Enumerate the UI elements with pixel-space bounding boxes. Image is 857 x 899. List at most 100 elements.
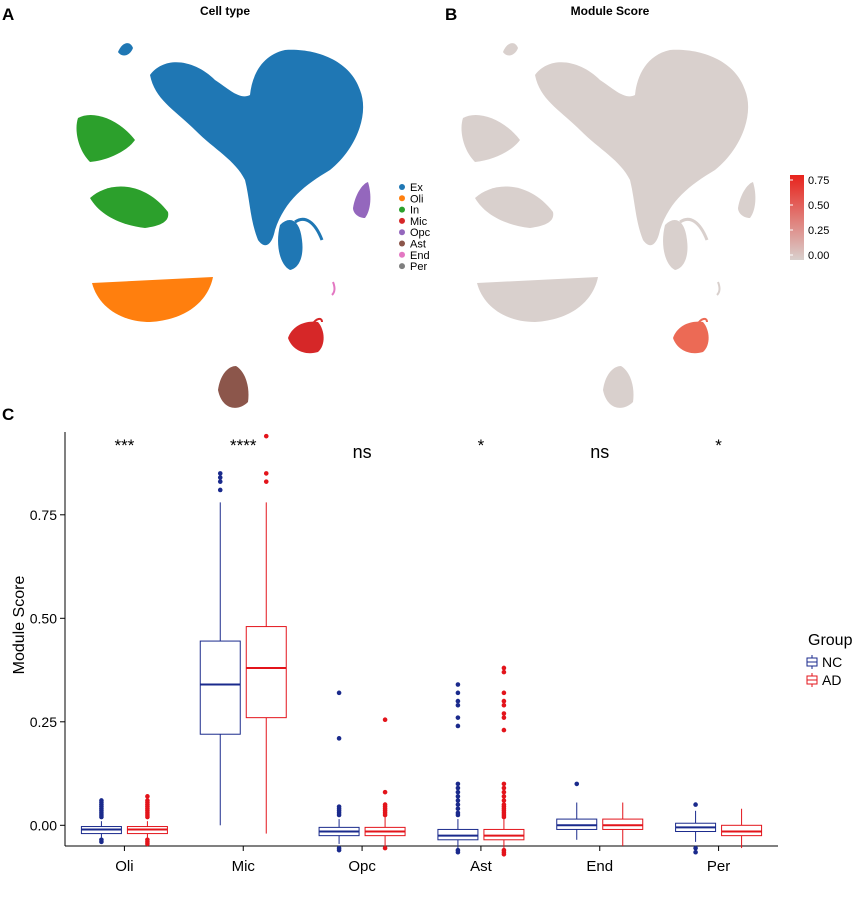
score-cluster-oli <box>477 277 598 322</box>
legend-dot-opc <box>399 229 405 236</box>
box-iqr <box>199 640 241 735</box>
outlier-point <box>99 839 104 845</box>
x-tick-label-end: End <box>586 858 613 875</box>
outlier-point <box>693 849 698 855</box>
outlier-point <box>455 789 461 795</box>
legend-label: NC <box>822 654 842 670</box>
outlier-point <box>145 841 150 847</box>
box-iqr <box>483 828 525 841</box>
colorbar <box>790 175 804 260</box>
legend-dot-oli <box>399 195 405 202</box>
cluster-end <box>331 281 336 296</box>
cluster-ex-small <box>278 220 303 270</box>
outlier-point <box>217 471 223 476</box>
outlier-point <box>455 715 461 720</box>
box-nc-per <box>675 802 717 855</box>
outlier-point <box>217 475 223 480</box>
outlier-point <box>455 702 461 708</box>
outlier-point <box>455 781 461 787</box>
box-iqr <box>245 626 287 719</box>
score-cluster-end <box>716 281 721 296</box>
cluster-oli <box>92 277 213 322</box>
outlier-point <box>382 789 388 795</box>
score-cluster-ex-small <box>663 220 688 270</box>
box-iqr <box>602 818 644 830</box>
y-tick-label: 0.25 <box>30 714 57 730</box>
score-cluster-ex-top <box>503 43 518 56</box>
score-cluster-mic <box>673 321 709 354</box>
box-ad-oli <box>126 794 168 847</box>
significance-oli: *** <box>114 436 134 455</box>
outlier-point <box>501 781 507 787</box>
outlier-point <box>501 702 507 708</box>
colorbar-tick-label: 0.00 <box>808 250 829 262</box>
significance-ast: * <box>478 436 485 455</box>
legend-dot-end <box>399 251 405 258</box>
outlier-point <box>145 794 150 799</box>
legend-label: AD <box>822 672 841 688</box>
box-ad-ast <box>483 665 525 857</box>
legend-label-oli: Oli <box>410 193 423 205</box>
significance-mic: **** <box>230 436 257 455</box>
outlier-point <box>217 479 223 484</box>
colorbar-tick-label: 0.50 <box>808 200 829 212</box>
outlier-point <box>501 715 507 720</box>
legend-label-ast: Ast <box>410 239 426 251</box>
legend-label-mic: Mic <box>410 216 428 228</box>
y-tick-label: 0.50 <box>30 610 57 626</box>
cluster-mic <box>288 321 324 354</box>
outlier-point <box>501 669 507 675</box>
outlier-point <box>455 806 461 812</box>
group-legend: Group NC AD <box>806 632 853 688</box>
legend-dot-ast <box>399 240 405 247</box>
panel-label-a: A <box>2 5 14 24</box>
box-nc-ast <box>437 682 479 855</box>
outlier-point <box>382 717 388 723</box>
outlier-point <box>501 785 507 791</box>
legend-title: Group <box>808 632 853 649</box>
legend-dot-ex <box>399 184 405 190</box>
box-nc-end <box>556 781 598 840</box>
x-tick-label-mic: Mic <box>232 858 256 875</box>
y-axis-label: Module Score <box>11 576 28 675</box>
outlier-point <box>501 851 507 857</box>
legend-item-nc: NC <box>806 654 842 670</box>
y-tick-label: 0.00 <box>30 817 57 833</box>
outlier-point <box>336 690 342 696</box>
significance-labels: *** **** ns * ns * <box>114 436 722 462</box>
box-nc-opc <box>318 690 360 853</box>
legend-dot-per <box>399 263 405 270</box>
score-cluster-mic-tail <box>696 317 708 326</box>
outlier-point <box>263 471 269 476</box>
outlier-point <box>455 794 461 799</box>
outlier-point <box>693 845 698 851</box>
outlier-point <box>501 698 507 704</box>
outlier-point <box>145 814 150 820</box>
boxes <box>80 433 763 857</box>
box-ad-per <box>721 808 763 849</box>
boxplot-chart: Module Score 0.00 0.25 0.50 0.75 Oli Mic Opc A… <box>11 432 853 875</box>
colorbar-ticks: 0.75 0.50 0.25 0.00 <box>790 175 829 262</box>
box-iqr <box>556 818 598 830</box>
outlier-point <box>501 798 507 803</box>
x-tick-label-ast: Ast <box>470 858 493 875</box>
outlier-point <box>455 785 461 791</box>
outlier-point <box>455 723 461 729</box>
legend-dot-in <box>399 206 405 213</box>
outlier-point <box>336 736 342 741</box>
outlier-point <box>263 479 269 484</box>
legend-label-ex: Ex <box>410 182 423 194</box>
outlier-point <box>455 849 461 855</box>
legend-label-end: End <box>410 250 430 262</box>
legend-dot-mic <box>399 217 405 224</box>
outlier-point <box>382 812 388 818</box>
x-tick-label-oli: Oli <box>115 858 133 875</box>
outlier-point <box>455 812 461 818</box>
umap-celltype-title: Cell type <box>200 4 250 18</box>
x-tick-label-opc: Opc <box>348 858 376 875</box>
box-ad-opc <box>364 717 406 851</box>
outlier-point <box>455 698 461 704</box>
